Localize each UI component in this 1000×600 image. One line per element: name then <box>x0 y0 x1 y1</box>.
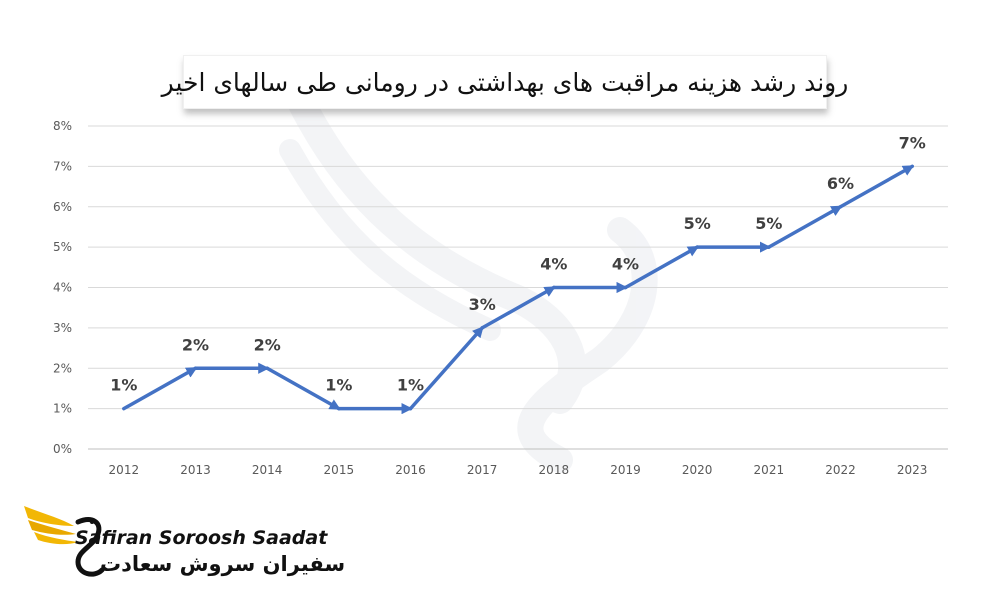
y-tick-label: 7% <box>53 159 72 173</box>
series-line-segment <box>408 326 484 411</box>
x-tick-label: 2014 <box>252 463 283 477</box>
series-line-segment <box>480 285 556 330</box>
golden-wing-swan-logo-icon <box>24 506 105 577</box>
x-tick-label: 2023 <box>897 463 928 477</box>
data-label: 3% <box>469 295 496 314</box>
data-label: 2% <box>254 335 281 354</box>
x-tick-label: 2020 <box>682 463 713 477</box>
data-label: 7% <box>899 133 926 152</box>
data-label: 5% <box>684 214 711 233</box>
x-tick-label: 2015 <box>324 463 355 477</box>
data-point <box>552 286 556 289</box>
x-tick-label: 2022 <box>825 463 856 477</box>
y-tick-label: 2% <box>53 361 72 375</box>
data-point <box>695 245 699 249</box>
y-tick-label: 1% <box>53 402 72 416</box>
data-point <box>122 407 126 411</box>
data-point <box>480 326 484 330</box>
data-point <box>337 407 341 411</box>
data-label: 1% <box>397 376 424 395</box>
x-tick-label: 2017 <box>467 463 498 477</box>
data-label: 4% <box>612 255 639 274</box>
data-point <box>767 245 771 249</box>
x-tick-label: 2012 <box>109 463 140 477</box>
brand-name-english: Safiran Soroosh Saadat <box>75 527 328 549</box>
chart-title-box: روند رشد هزینه مراقبت های بهداشتی در روم… <box>162 55 848 109</box>
series-line-segment <box>623 245 700 290</box>
data-point <box>624 286 627 289</box>
series-line-segment <box>265 366 341 411</box>
chart-title: روند رشد هزینه مراقبت های بهداشتی در روم… <box>161 67 849 97</box>
data-label: 4% <box>540 255 567 274</box>
x-tick-label: 2013 <box>180 463 211 477</box>
x-tick-label: 2018 <box>539 463 570 477</box>
data-label: 2% <box>182 335 209 354</box>
watermark-logo <box>279 86 658 473</box>
series-line-segment <box>838 164 915 209</box>
y-tick-label: 6% <box>53 200 72 214</box>
y-tick-label: 4% <box>53 281 72 295</box>
y-tick-label: 3% <box>53 321 72 335</box>
data-point <box>265 366 269 370</box>
x-tick-label: 2016 <box>395 463 426 477</box>
data-label: 6% <box>827 174 854 193</box>
y-tick-label: 5% <box>53 240 72 254</box>
series-line-segment <box>122 366 198 411</box>
data-label: 5% <box>755 214 782 233</box>
data-point <box>910 164 914 168</box>
brand-name-persian: سفیران سروش سعادت <box>100 552 346 576</box>
data-label: 1% <box>325 376 352 395</box>
y-tick-label: 0% <box>53 442 72 456</box>
data-point <box>194 366 197 370</box>
x-tick-label: 2021 <box>754 463 785 477</box>
y-tick-label: 8% <box>53 119 72 133</box>
data-point <box>839 205 842 209</box>
data-point <box>409 407 412 411</box>
series-line-segment <box>767 205 843 249</box>
x-tick-label: 2019 <box>610 463 641 477</box>
data-label: 1% <box>110 376 137 395</box>
